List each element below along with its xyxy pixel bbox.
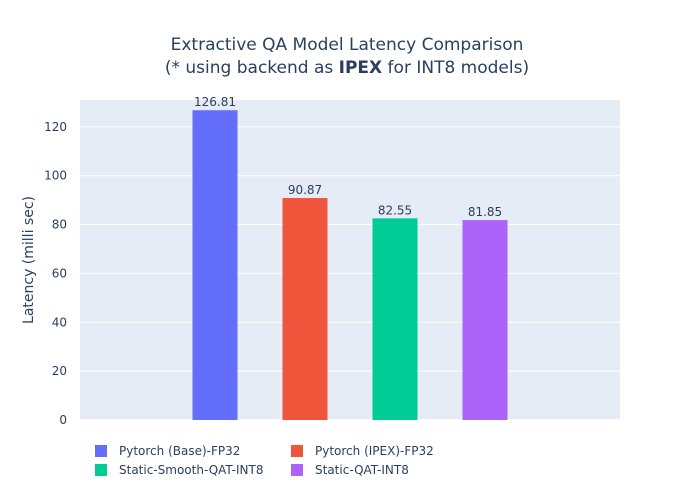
y-axis-ticks: 0 20 40 60 80 100 120 [44, 120, 67, 427]
chart-title-line1: Extractive QA Model Latency Comparison [171, 35, 524, 55]
y-tick-label: 60 [52, 266, 67, 280]
y-tick-label: 100 [44, 169, 67, 183]
bar-value-label: 126.81 [194, 95, 236, 109]
y-tick-label: 40 [52, 315, 67, 329]
chart-title-prefix: (* using backend as [165, 58, 339, 78]
bar-4 [462, 220, 508, 420]
bar-1 [192, 110, 238, 421]
bar-3 [372, 218, 418, 420]
bar-value-label: 82.55 [378, 203, 412, 217]
y-tick-label: 120 [44, 120, 67, 134]
legend-swatch[interactable] [95, 445, 107, 457]
chart-title-suffix: for INT8 models) [382, 58, 529, 78]
legend: Pytorch (Base)-FP32 Pytorch (IPEX)-FP32 St… [95, 444, 434, 477]
chart-title-bold: IPEX [339, 58, 383, 78]
y-axis-title: Latency (milli sec) [21, 196, 37, 324]
legend-label[interactable]: Pytorch (Base)-FP32 [119, 444, 240, 458]
data-labels: 126.81 90.87 82.55 81.85 [194, 95, 502, 219]
bar-value-label: 81.85 [468, 205, 502, 219]
legend-label[interactable]: Static-Smooth-QAT-INT8 [119, 463, 263, 477]
bar-value-label: 90.87 [288, 183, 322, 197]
legend-swatch[interactable] [291, 464, 303, 476]
bars [192, 110, 508, 421]
legend-swatch[interactable] [291, 445, 303, 457]
y-tick-label: 80 [52, 218, 67, 232]
legend-label[interactable]: Pytorch (IPEX)-FP32 [315, 444, 434, 458]
chart-title-line2: (* using backend as IPEX for INT8 models… [165, 58, 529, 78]
legend-swatch[interactable] [95, 464, 107, 476]
plot-area [80, 100, 620, 420]
y-tick-label: 20 [52, 364, 67, 378]
legend-label[interactable]: Static-QAT-INT8 [315, 463, 409, 477]
gridlines [80, 126, 620, 421]
bar-2 [282, 198, 328, 420]
y-tick-label: 0 [59, 413, 67, 427]
